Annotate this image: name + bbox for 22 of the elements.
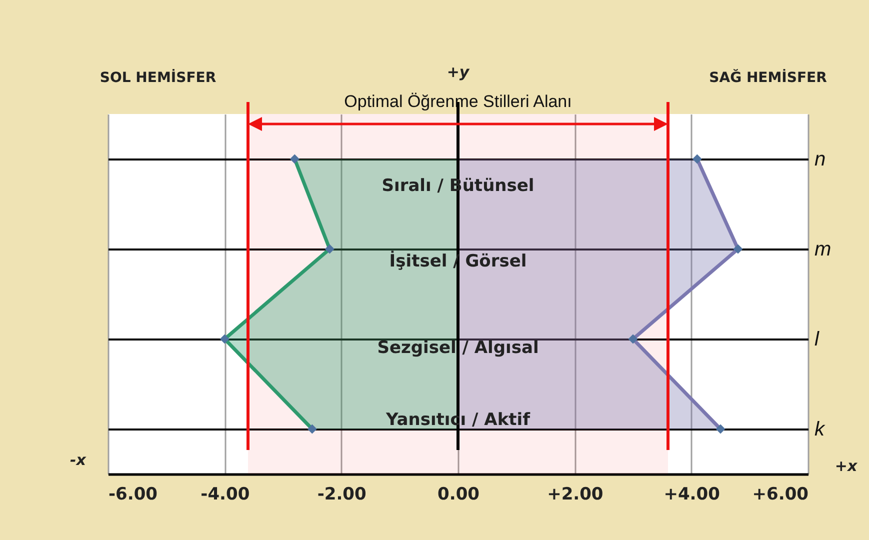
- y-tick-label: k: [814, 418, 826, 440]
- point: [692, 154, 702, 164]
- x-tick-label: -4.00: [200, 484, 250, 504]
- point: [716, 424, 726, 434]
- x-tick-label: 0.00: [438, 484, 480, 504]
- text: SAĞ HEMİSFER: [709, 69, 828, 86]
- y-tick-label: m: [814, 238, 832, 260]
- text: +x: [834, 457, 858, 475]
- annotation: Sezgisel / Algısal: [377, 338, 539, 358]
- point: [733, 244, 743, 254]
- band-label: Optimal Öğrenme Stilleri Alanı: [344, 92, 572, 111]
- y-tick-label: n: [814, 148, 826, 170]
- x-tick-label: +6.00: [752, 484, 809, 504]
- text: +y: [446, 63, 470, 81]
- text: SOL HEMİSFER: [100, 69, 216, 86]
- text: -x: [70, 451, 88, 469]
- x-tick-label: +4.00: [664, 484, 720, 504]
- y-tick-label: l: [814, 328, 820, 350]
- point: [628, 334, 638, 344]
- x-tick-label: +2.00: [547, 484, 604, 504]
- x-tick-label: -2.00: [317, 484, 367, 504]
- x-tick-label: -6.00: [108, 484, 158, 504]
